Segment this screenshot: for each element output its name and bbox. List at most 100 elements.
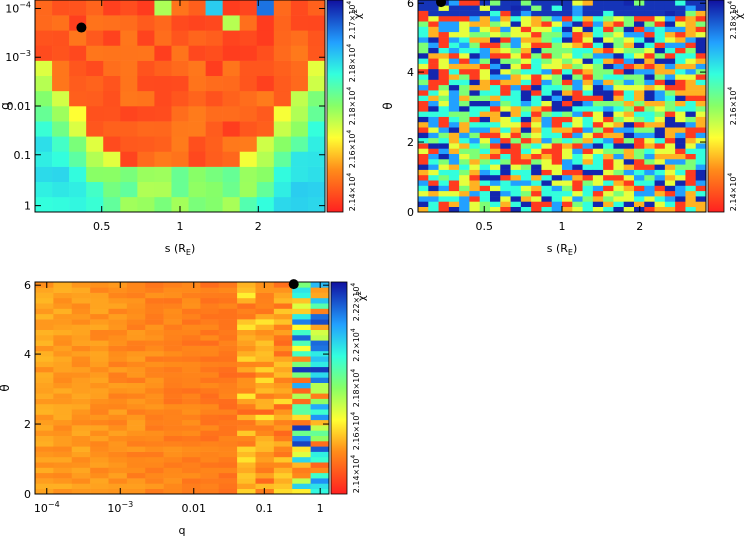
heatmap-cell — [418, 111, 429, 117]
heatmap-cell — [438, 58, 450, 64]
heatmap-cell — [90, 398, 109, 405]
heatmap-cell — [562, 100, 573, 107]
heatmap-cells-1 — [35, 0, 326, 213]
heatmap-cell — [108, 303, 128, 309]
heatmap-cell — [551, 106, 563, 112]
heatmap-cell — [613, 159, 625, 165]
heatmap-cell — [222, 60, 241, 77]
heatmap-cell — [103, 0, 121, 16]
heatmap-cell — [448, 116, 460, 123]
heatmap-cell — [273, 303, 293, 309]
heatmap-cell — [71, 472, 91, 479]
heatmap-cell — [53, 414, 73, 421]
heatmap-cell — [310, 419, 330, 426]
heatmap-cell — [551, 90, 563, 96]
heatmap-cell — [222, 181, 241, 198]
heatmap-cell — [108, 282, 128, 288]
heatmap-cell — [695, 90, 707, 96]
x-axis-label-close: ) — [191, 242, 195, 255]
heatmap-cell — [572, 47, 583, 54]
heatmap-cell — [239, 196, 258, 213]
heatmap-cell — [108, 335, 128, 341]
heatmap-cell — [428, 153, 439, 160]
heatmap-cell — [53, 483, 73, 489]
heatmap-cell — [654, 26, 666, 33]
heatmap-cell — [145, 483, 164, 489]
heatmap-cell — [572, 137, 583, 144]
heatmap-cell — [126, 430, 146, 436]
heatmap-cell — [448, 206, 460, 213]
heatmap-cell — [520, 180, 532, 186]
heatmap-cell — [237, 335, 256, 341]
heatmap-cell — [188, 181, 206, 198]
heatmap-cell — [541, 148, 553, 154]
heatmap-cell — [469, 111, 481, 117]
heatmap-cell — [695, 37, 707, 43]
heatmap-cell — [255, 472, 275, 479]
heatmap-cell — [654, 174, 666, 181]
heatmap-cell — [428, 206, 439, 213]
heatmap-cell — [459, 0, 470, 6]
heatmap-cell — [675, 174, 686, 181]
heatmap-cell — [137, 0, 155, 16]
heatmap-cell — [644, 53, 655, 59]
heatmap-cell — [90, 403, 109, 410]
heatmap-cell — [572, 100, 583, 107]
heatmap-cell — [438, 47, 450, 54]
heatmap-cell — [490, 0, 501, 6]
heatmap-cell — [205, 30, 223, 46]
heatmap-cell — [438, 63, 450, 70]
heatmap-cell — [418, 15, 429, 22]
heatmap-cell — [644, 174, 655, 181]
y-tick-label: 10−4 — [5, 0, 31, 15]
heatmap-cell — [255, 398, 275, 405]
heatmap-cell — [307, 136, 326, 152]
heatmap-cell — [572, 84, 583, 91]
colorbar-tick-label: 2.22×104 — [350, 283, 361, 322]
heatmap-cell — [623, 132, 635, 139]
heatmap-cell — [582, 84, 594, 91]
heatmap-cell — [255, 414, 275, 421]
heatmap-cell — [428, 116, 439, 123]
heatmap-cell — [664, 15, 676, 22]
heatmap-cell — [459, 5, 470, 11]
heatmap-cell — [120, 196, 138, 213]
heatmap-cell — [695, 10, 707, 17]
heatmap-cell — [86, 151, 104, 167]
heatmap-cell — [418, 196, 429, 202]
heatmap-cell — [562, 190, 573, 197]
heatmap-cell — [200, 377, 220, 383]
heatmap-cell — [171, 30, 189, 46]
y-tick-label: 0.1 — [14, 149, 32, 162]
heatmap-cell — [613, 79, 625, 86]
heatmap-cell — [603, 153, 614, 160]
heatmap-cell — [273, 181, 292, 198]
heatmap-cell — [239, 106, 258, 122]
heatmap-cell — [448, 79, 460, 86]
heatmap-cell — [685, 169, 697, 176]
heatmap-cell — [428, 68, 439, 75]
heatmap-cell — [71, 282, 91, 288]
heatmap-cell — [428, 180, 439, 186]
heatmap-cell — [108, 446, 128, 452]
heatmap-cell — [69, 136, 87, 152]
heatmap-cell — [592, 10, 604, 17]
heatmap-cell — [695, 42, 707, 48]
heatmap-cell — [685, 10, 697, 17]
heatmap-cell — [479, 121, 491, 128]
heatmap-cell — [71, 303, 91, 309]
heatmap-cell — [448, 169, 460, 176]
heatmap-cell — [654, 84, 666, 91]
heatmap-cell — [307, 0, 326, 16]
heatmap-cell — [448, 180, 460, 186]
heatmap-cell — [71, 324, 91, 330]
heatmap-cell — [237, 441, 256, 447]
heatmap-cell — [448, 132, 460, 139]
heatmap-cell — [255, 345, 275, 352]
heatmap-cell — [551, 15, 563, 22]
heatmap-cell — [613, 21, 625, 27]
heatmap-cell — [531, 143, 542, 149]
y-tick-label: 2 — [24, 418, 31, 431]
heatmap-cell — [126, 441, 146, 447]
heatmap-cell — [510, 79, 522, 86]
